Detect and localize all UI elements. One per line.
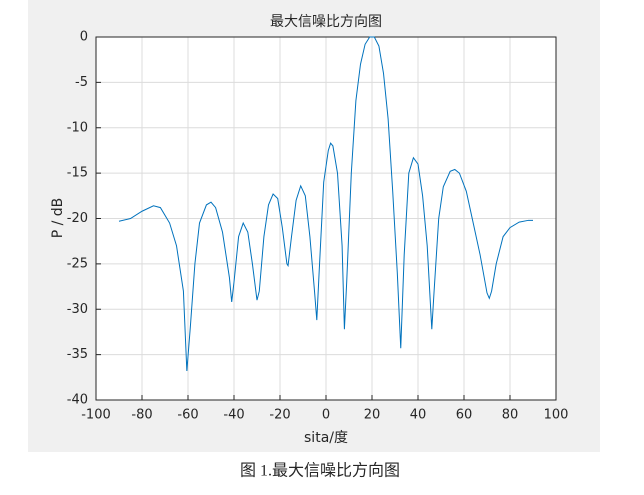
x-tick-label: -80 bbox=[131, 408, 152, 423]
y-tick-label: -5 bbox=[75, 75, 88, 90]
x-tick-label: 80 bbox=[502, 408, 519, 423]
caption: 图 1.最大信噪比方向图 bbox=[240, 462, 400, 480]
y-tick-label: -10 bbox=[67, 120, 88, 135]
y-tick-label: -40 bbox=[67, 393, 88, 408]
x-tick-label: -100 bbox=[81, 408, 111, 423]
x-tick-label: -60 bbox=[177, 408, 198, 423]
x-tick-label: 60 bbox=[456, 408, 473, 423]
x-tick-label: 0 bbox=[322, 408, 330, 423]
y-tick-label: -30 bbox=[67, 302, 88, 317]
x-axis-label: sita/度 bbox=[304, 430, 348, 446]
y-tick-label: -20 bbox=[67, 211, 88, 226]
axes-frame bbox=[95, 36, 557, 401]
x-tick-label: -20 bbox=[269, 408, 290, 423]
y-tick-label: -25 bbox=[67, 256, 88, 271]
y-tick-label: -35 bbox=[67, 347, 88, 362]
x-tick-label: 40 bbox=[410, 408, 427, 423]
y-tick-label: -15 bbox=[67, 166, 88, 181]
y-axis-label: P / dB bbox=[50, 198, 66, 239]
x-tick-label: -40 bbox=[223, 408, 244, 423]
data-line bbox=[118, 36, 533, 371]
y-tick-label: 0 bbox=[80, 30, 88, 45]
x-tick-label: 20 bbox=[364, 408, 381, 423]
chart-title: 最大信噪比方向图 bbox=[270, 14, 382, 30]
x-tick-label: 100 bbox=[544, 408, 569, 423]
